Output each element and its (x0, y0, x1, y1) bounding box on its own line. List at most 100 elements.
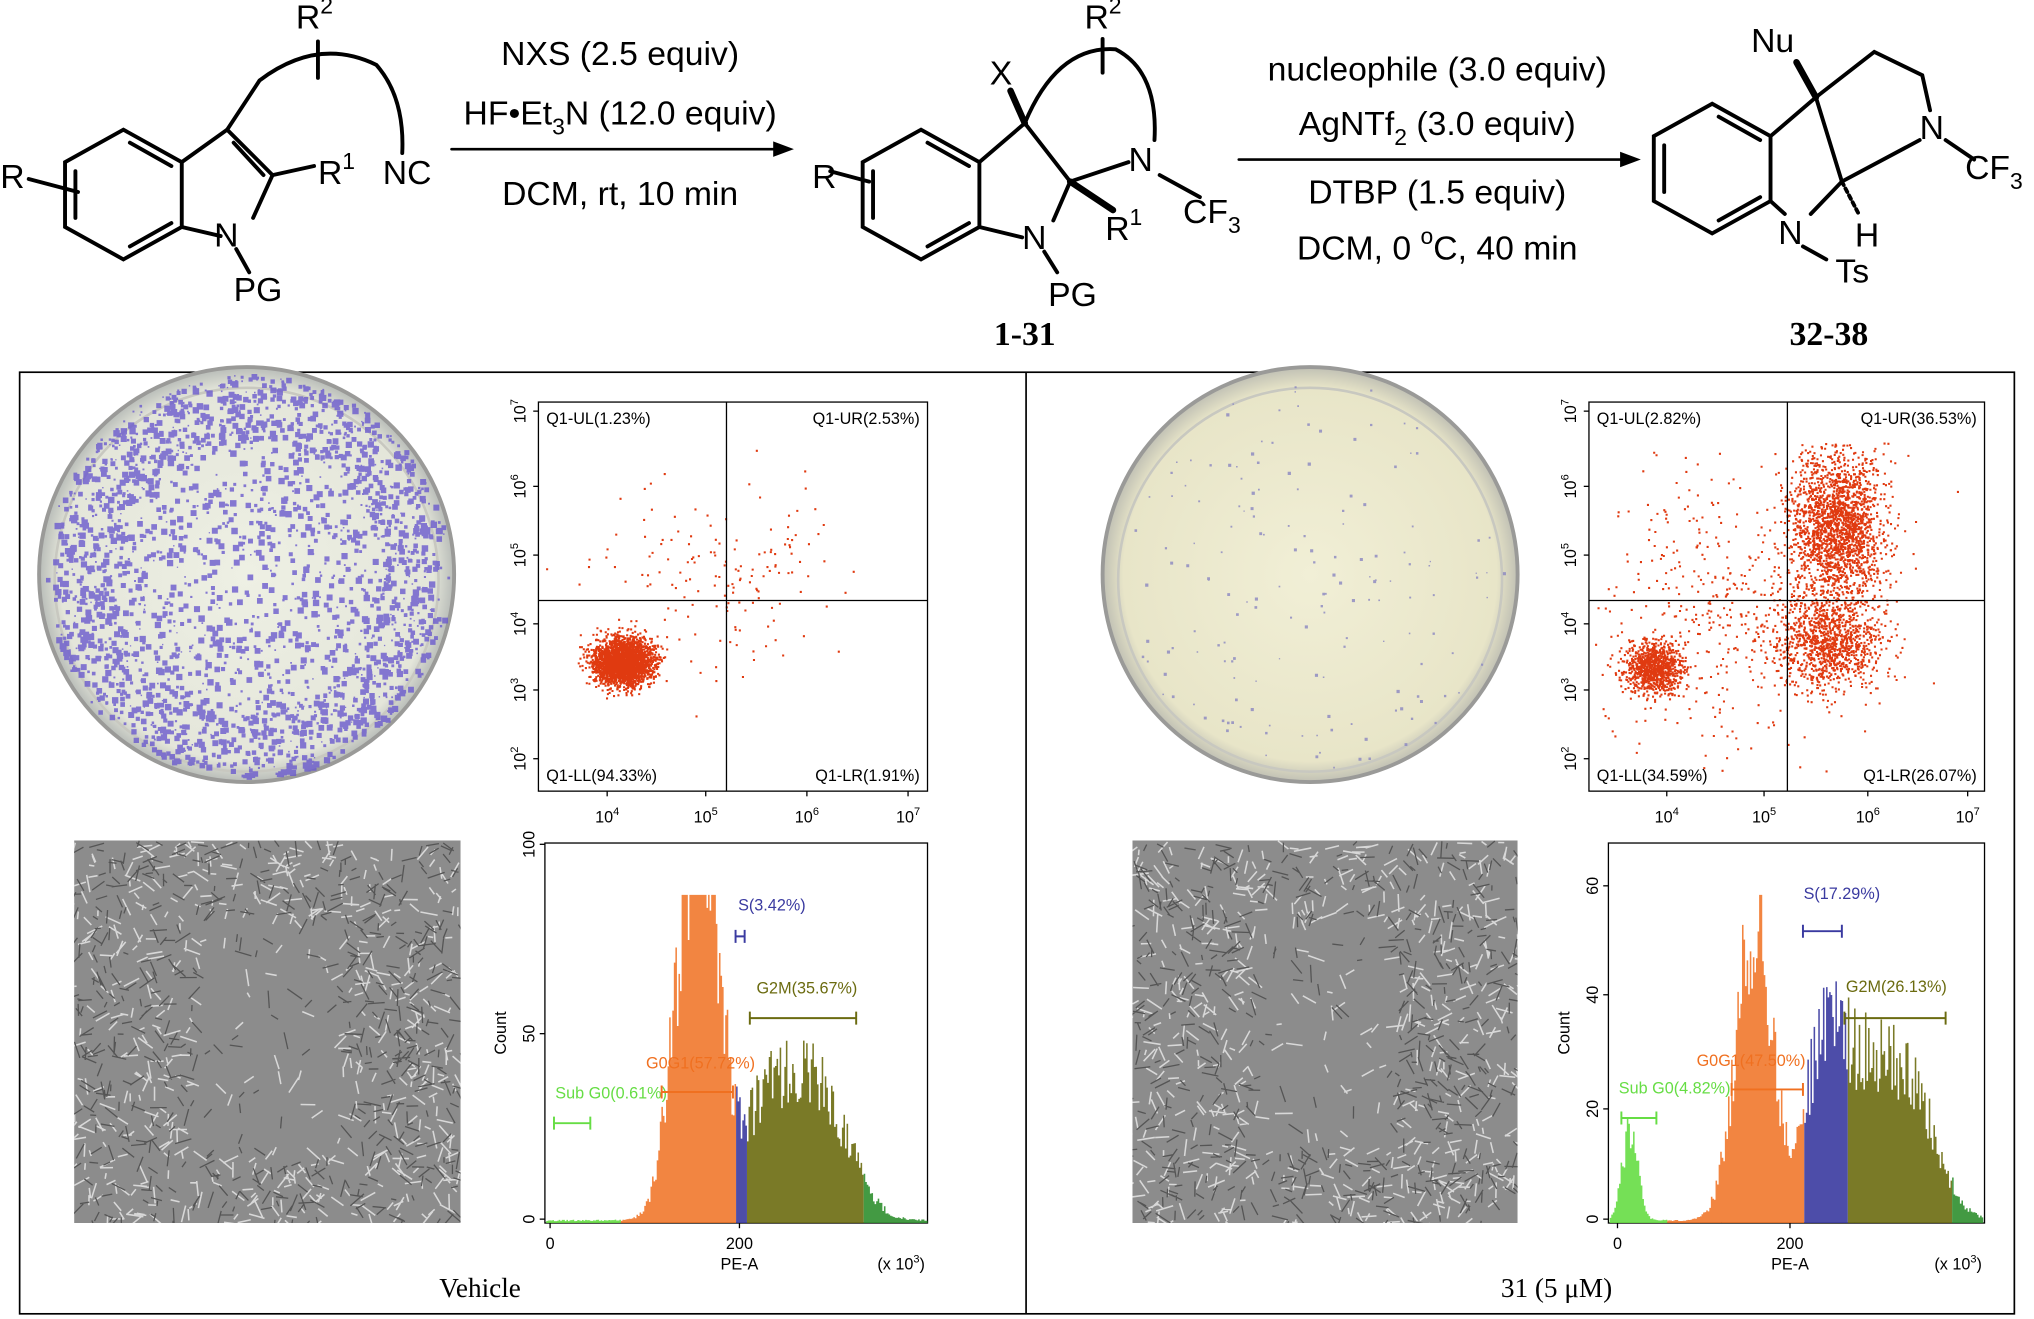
text-segment: 4 (509, 612, 521, 618)
text-segment: 10 (511, 549, 529, 567)
text-segment: 10 (511, 618, 529, 636)
condition: AgNTf2 (3.0 equiv) (1299, 105, 1576, 150)
gate-label: S(3.42%) (738, 896, 806, 914)
x-tick-label: 0 (546, 1235, 555, 1253)
condition: HF•Et3N (12.0 equiv) (464, 95, 777, 140)
text-segment: 4 (1673, 806, 1679, 818)
gate-label: Sub G0(4.82%) (1619, 1079, 1731, 1097)
text-segment: 10 (1562, 753, 1580, 771)
y-tick-label: 60 (1584, 877, 1602, 895)
text-segment: o (1421, 223, 1434, 249)
condition: DTBP (1.5 equiv) (1308, 174, 1566, 212)
atom-label: R (0, 158, 24, 196)
text-segment: 3 (1228, 212, 1241, 238)
text-segment: (x 10 (1934, 1256, 1970, 1274)
text-segment: 7 (1560, 399, 1572, 405)
x-tick-label: 200 (1776, 1235, 1803, 1253)
text-segment: 10 (1856, 808, 1874, 826)
text-segment: AgNTf (1299, 105, 1395, 143)
atom-label: CF3 (1965, 149, 2023, 194)
text-segment: 6 (813, 806, 819, 818)
cells-dark (1132, 840, 1518, 1224)
text-segment: N (12.0 equiv) (565, 95, 777, 133)
y-tick-label: 0 (1584, 1215, 1602, 1224)
text-segment: 6 (1874, 806, 1880, 818)
condition: nucleophile (3.0 equiv) (1268, 50, 1607, 88)
axis-unit: (x 103) (1934, 1253, 1982, 1273)
atom-label: N (1022, 219, 1046, 257)
quadrant-label: Q1-LL(34.59%) (1597, 767, 1708, 785)
text-segment: 10 (694, 808, 712, 826)
histogram-bars (1952, 1177, 1984, 1224)
y-tick-label: 106 (509, 474, 529, 498)
dish-rim (1116, 386, 1504, 773)
quadrant-label: Q1-LR(1.91%) (815, 767, 919, 785)
text-segment: 2 (509, 747, 521, 753)
text-segment: R (1084, 0, 1108, 37)
scatter-frame (537, 401, 929, 792)
histogram-bars (1804, 981, 1848, 1224)
micrograph (74, 840, 461, 1224)
gate-marker (1730, 1082, 1804, 1096)
text-segment: DTBP (1.5 equiv) (1308, 174, 1566, 212)
x-tick-label: 106 (795, 806, 819, 826)
axis-unit: (x 103) (877, 1253, 925, 1273)
compound-number: 1-31 (994, 316, 1056, 353)
text-segment: NXS (2.5 equiv) (501, 35, 739, 73)
text-segment: 7 (509, 399, 521, 405)
text-segment: 3 (509, 678, 521, 684)
atom-label: PG (1048, 276, 1097, 314)
gate-label: G2M(35.67%) (756, 979, 857, 997)
text-segment: CF (1965, 149, 2010, 187)
gate-marker (660, 1085, 734, 1099)
text-segment: 4 (1560, 612, 1572, 618)
text-segment: 3 (552, 114, 565, 140)
quadrant-label: Q1-LL(94.33%) (546, 767, 657, 785)
text-segment: 10 (511, 405, 529, 423)
text-segment: 7 (1974, 806, 1980, 818)
gate-marker (553, 1116, 592, 1130)
gate-label: G0G1(47.50%) (1697, 1052, 1806, 1070)
text-segment: 1 (342, 148, 355, 174)
text-segment: 10 (511, 480, 529, 498)
text-segment: 2 (1394, 124, 1407, 150)
x-tick-label: 104 (1655, 806, 1679, 826)
gate-label: S(17.29%) (1804, 885, 1881, 903)
axis-label: Count (1556, 1011, 1574, 1055)
histogram-bars (736, 1086, 747, 1224)
atom-label: H (1855, 216, 1879, 254)
y-tick-label: 107 (509, 399, 529, 423)
quadrant-label: Q1-UR(2.53%) (813, 410, 920, 428)
atom-label: X (990, 54, 1013, 92)
atom-label: N (1920, 109, 1944, 147)
y-tick-label: 103 (509, 678, 529, 702)
scatter-dots (546, 449, 855, 718)
atom-label: R1 (1105, 204, 1142, 248)
text-segment: 3 (913, 1253, 919, 1265)
text-segment: 1 (1130, 204, 1143, 230)
y-tick-label: 106 (1560, 474, 1580, 498)
y-tick-label: 105 (1560, 543, 1580, 567)
atom-label: R2 (296, 0, 333, 37)
x-tick-label: 105 (1752, 806, 1776, 826)
y-tick-label: 20 (1584, 1100, 1602, 1118)
condition: DCM, rt, 10 min (502, 175, 738, 213)
axis-label: PE-A (1771, 1256, 1809, 1274)
cells-light (1132, 840, 1518, 1224)
x-tick-label: 104 (595, 806, 619, 826)
y-tick-label: 102 (509, 747, 529, 771)
atom-label: Ts (1835, 253, 1869, 291)
reactant-structure: R R2 R1 N PG NC (0, 0, 431, 309)
dish-photo (1100, 365, 1520, 785)
text-segment: 10 (1562, 684, 1580, 702)
atom-label: R2 (1084, 0, 1121, 37)
y-tick-label: 0 (521, 1215, 539, 1224)
gate-marker (1620, 1111, 1658, 1125)
y-tick-label: 40 (1584, 986, 1602, 1004)
text-segment: 10 (511, 753, 529, 771)
axis-label: Count (492, 1011, 510, 1055)
text-segment: DCM, 0 (1297, 229, 1421, 267)
text-segment: 5 (1770, 806, 1776, 818)
dish-rim (53, 386, 440, 773)
